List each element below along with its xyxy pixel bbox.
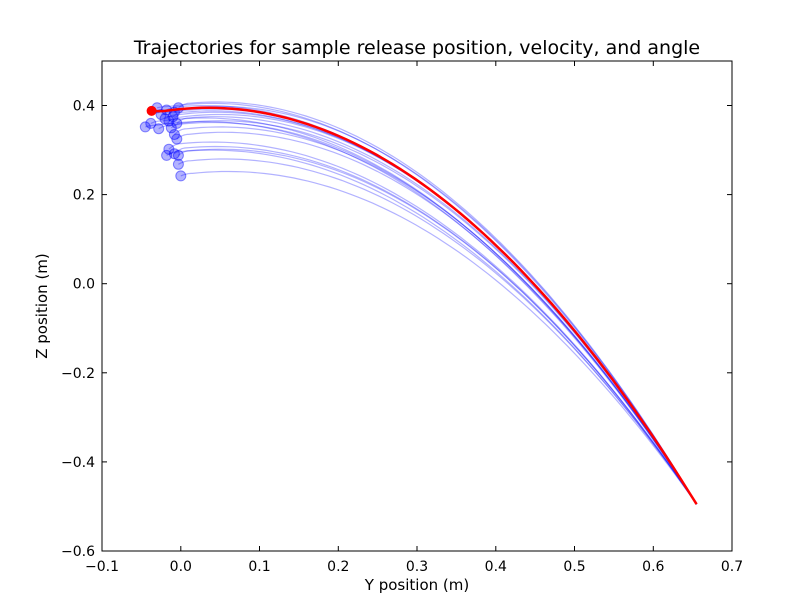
release-point-18: [161, 149, 173, 161]
x-tick-label-8: 0.7: [721, 559, 743, 575]
trajectory-line-11: [145, 120, 698, 505]
x-tick-label-6: 0.5: [563, 559, 585, 575]
trajectory-line-14: [174, 126, 698, 505]
trajectory-line-12: [158, 121, 698, 505]
release-point-13: [165, 122, 177, 134]
y-tick-label-0: −0.6: [61, 544, 95, 560]
x-tick-label-7: 0.6: [642, 559, 664, 575]
release-point-16: [163, 143, 175, 155]
x-tick-label-5: 0.4: [485, 559, 507, 575]
x-tick-label-1: 0.0: [170, 559, 192, 575]
y-tick-label-5: 0.4: [73, 99, 95, 115]
trajectory-line-19: [178, 148, 698, 505]
plot-area: −0.1 0.0 0.1 0.2 0.3 0.4 0.5 0.6 0.7 −0.6 −0.4 −0.2…: [61, 60, 743, 575]
y-tick-label-4: 0.2: [73, 188, 95, 204]
y-tick-label-2: −0.2: [61, 366, 95, 382]
trajectory-line-16: [168, 141, 698, 505]
trajectory-line-18: [166, 149, 698, 505]
chart-title: Trajectories for sample release position…: [133, 37, 700, 59]
trajectory-line-10: [150, 117, 698, 505]
release-point-7: [167, 111, 179, 123]
y-tick-label-1: −0.4: [61, 455, 95, 471]
trajectory-line-21: [180, 170, 698, 505]
trajectory-line-3: [178, 101, 698, 505]
release-point-6: [159, 113, 171, 125]
release-point-12: [153, 123, 165, 135]
release-point-15: [171, 133, 183, 145]
x-tick-label-2: 0.1: [248, 559, 270, 575]
release-point-10: [145, 117, 157, 129]
y-axis-label: Z position (m): [33, 253, 51, 359]
x-tick-label-3: 0.2: [327, 559, 349, 575]
release-point-21: [175, 170, 187, 182]
highlight-trajectory-line: [151, 106, 698, 505]
release-point-20: [172, 158, 184, 170]
trajectory-line-15: [176, 131, 698, 505]
release-point-11: [139, 121, 151, 133]
trajectory-line-4: [174, 105, 698, 505]
trajectory-line-1: [156, 102, 698, 505]
trajectory-line-17: [173, 145, 698, 505]
x-tick-label-4: 0.3: [406, 559, 428, 575]
highlight-release-point: [146, 105, 157, 116]
release-point-17: [168, 148, 180, 160]
x-axis-label: Y position (m): [364, 576, 469, 594]
release-point-9: [171, 117, 183, 129]
x-tick-label-0: −0.1: [85, 559, 119, 575]
release-point-19: [172, 149, 184, 161]
y-tick-label-3: 0.0: [73, 277, 95, 293]
release-point-8: [163, 115, 175, 127]
release-point-14: [168, 129, 180, 140]
trajectory-line-20: [178, 158, 698, 505]
